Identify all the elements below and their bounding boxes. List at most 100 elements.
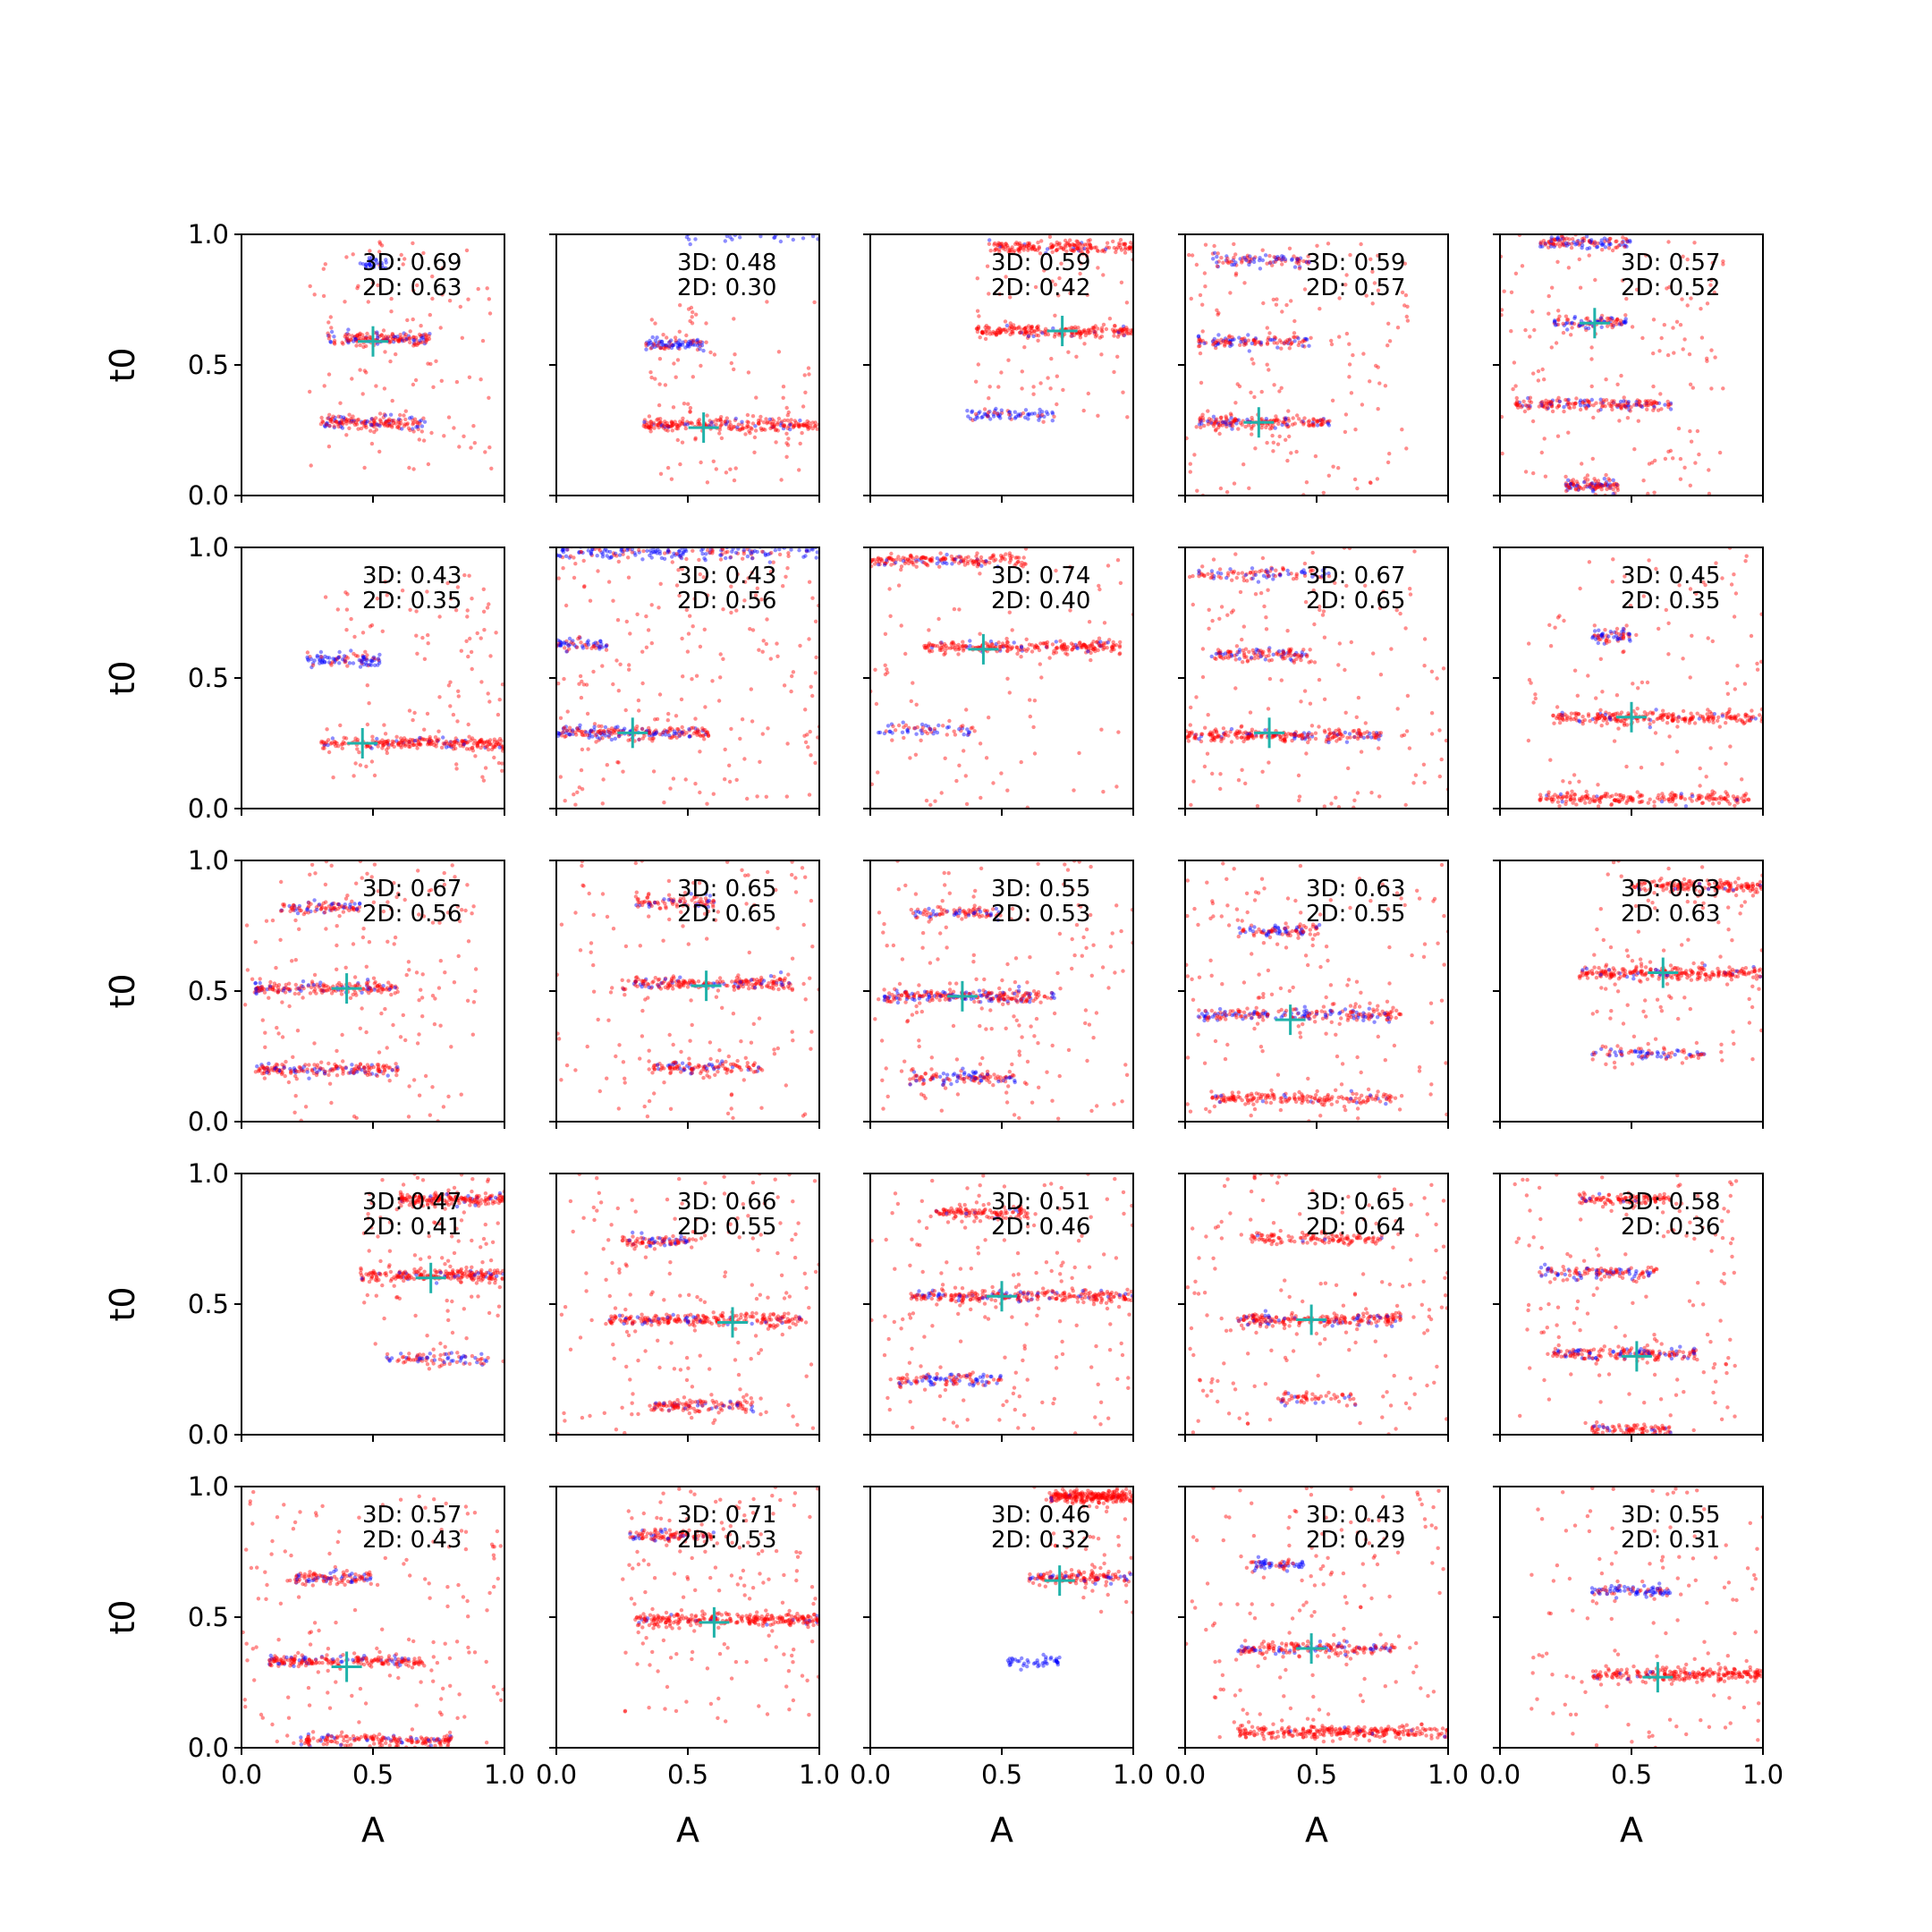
sample-point [1411, 781, 1416, 785]
sample-point [1020, 560, 1024, 565]
sample-point [400, 739, 404, 743]
sample-point [952, 606, 957, 612]
sample-point [1545, 404, 1550, 410]
sample-point [1080, 329, 1085, 334]
sample-point [1296, 343, 1301, 348]
sample-point [414, 633, 419, 638]
cluster-point [1270, 337, 1275, 343]
sample-point [750, 719, 755, 724]
sample-point [449, 740, 453, 744]
sample-point [1556, 403, 1562, 408]
sample-point [323, 595, 328, 599]
sample-point [404, 337, 409, 342]
sample-point [738, 736, 742, 741]
sample-point [580, 679, 584, 684]
y-axis-label: t0 [103, 347, 142, 382]
sample-point [690, 315, 694, 319]
sample-point [1297, 258, 1302, 263]
sample-point [1094, 245, 1098, 250]
sample-point [439, 378, 444, 383]
sample-point [1071, 249, 1075, 253]
sample-point [1601, 400, 1606, 404]
cluster-point [660, 423, 665, 428]
cluster-point [1567, 485, 1572, 490]
cluster-point [1361, 735, 1367, 740]
cluster-point [1550, 398, 1555, 402]
sample-point [1571, 237, 1575, 242]
sample-point [1028, 714, 1033, 719]
sample-point [1589, 357, 1594, 361]
sample-point [997, 647, 1003, 652]
sample-point [1405, 304, 1410, 309]
sample-point [1018, 648, 1023, 652]
sample-point [335, 422, 340, 427]
sample-point [887, 555, 892, 560]
sample-point [1253, 337, 1258, 342]
sample-point [1413, 773, 1419, 777]
sample-point [1089, 243, 1093, 248]
sample-point [1030, 325, 1035, 329]
sample-point [642, 733, 647, 738]
sample-point [425, 589, 429, 594]
sample-point [677, 593, 682, 598]
cluster-point [804, 549, 809, 554]
sample-point [1266, 572, 1270, 577]
sample-point [1091, 326, 1097, 331]
sample-point [1072, 242, 1076, 248]
sample-point [556, 682, 561, 686]
sample-point [888, 614, 893, 618]
cluster-point [617, 553, 623, 557]
sample-point [351, 414, 355, 419]
sample-point [1247, 735, 1251, 740]
cluster-point [684, 234, 690, 240]
cluster-point [1605, 238, 1610, 242]
sample-point [1215, 734, 1219, 739]
sample-point [370, 738, 375, 743]
sample-point [1403, 292, 1409, 298]
sample-point [1241, 735, 1247, 740]
sample-point [1072, 788, 1076, 792]
sample-point [494, 742, 498, 747]
sample-point [1208, 730, 1213, 734]
sample-point [1086, 391, 1091, 396]
sample-point [956, 652, 961, 657]
sample-point [1128, 331, 1132, 335]
sample-point [998, 330, 1004, 335]
cluster-point [598, 731, 603, 735]
cluster-point [1007, 410, 1013, 414]
sample-point [1306, 732, 1310, 737]
sample-point [1555, 322, 1561, 326]
sample-point [1655, 401, 1659, 405]
sample-point [681, 419, 685, 424]
sample-point [950, 645, 954, 650]
sample-point [368, 745, 373, 750]
cluster-point [1566, 478, 1571, 482]
cluster-point [558, 640, 564, 645]
cluster-point [333, 415, 337, 420]
sample-point [1657, 349, 1662, 353]
cluster-point [564, 649, 569, 654]
cluster-point [1199, 733, 1204, 739]
sample-point [1563, 243, 1568, 248]
cluster-point [1315, 423, 1320, 428]
sample-point [1372, 735, 1377, 740]
sample-point [582, 729, 588, 734]
sample-point [1362, 731, 1367, 735]
sample-point [422, 727, 427, 732]
sample-point [1552, 237, 1557, 242]
sample-point [1228, 291, 1233, 295]
sample-point [493, 745, 497, 750]
cluster-point [1608, 486, 1613, 490]
cluster-point [1304, 336, 1309, 342]
sample-point [1122, 326, 1127, 331]
cluster-point [571, 639, 575, 643]
sample-point [1033, 248, 1038, 252]
sample-point [326, 750, 332, 755]
sample-point [736, 422, 741, 427]
sample-point [393, 335, 398, 340]
sample-point [928, 557, 932, 562]
cluster-point [1206, 419, 1210, 424]
sample-point [1076, 326, 1080, 330]
sample-point [1120, 328, 1124, 334]
sample-point [1572, 483, 1576, 487]
